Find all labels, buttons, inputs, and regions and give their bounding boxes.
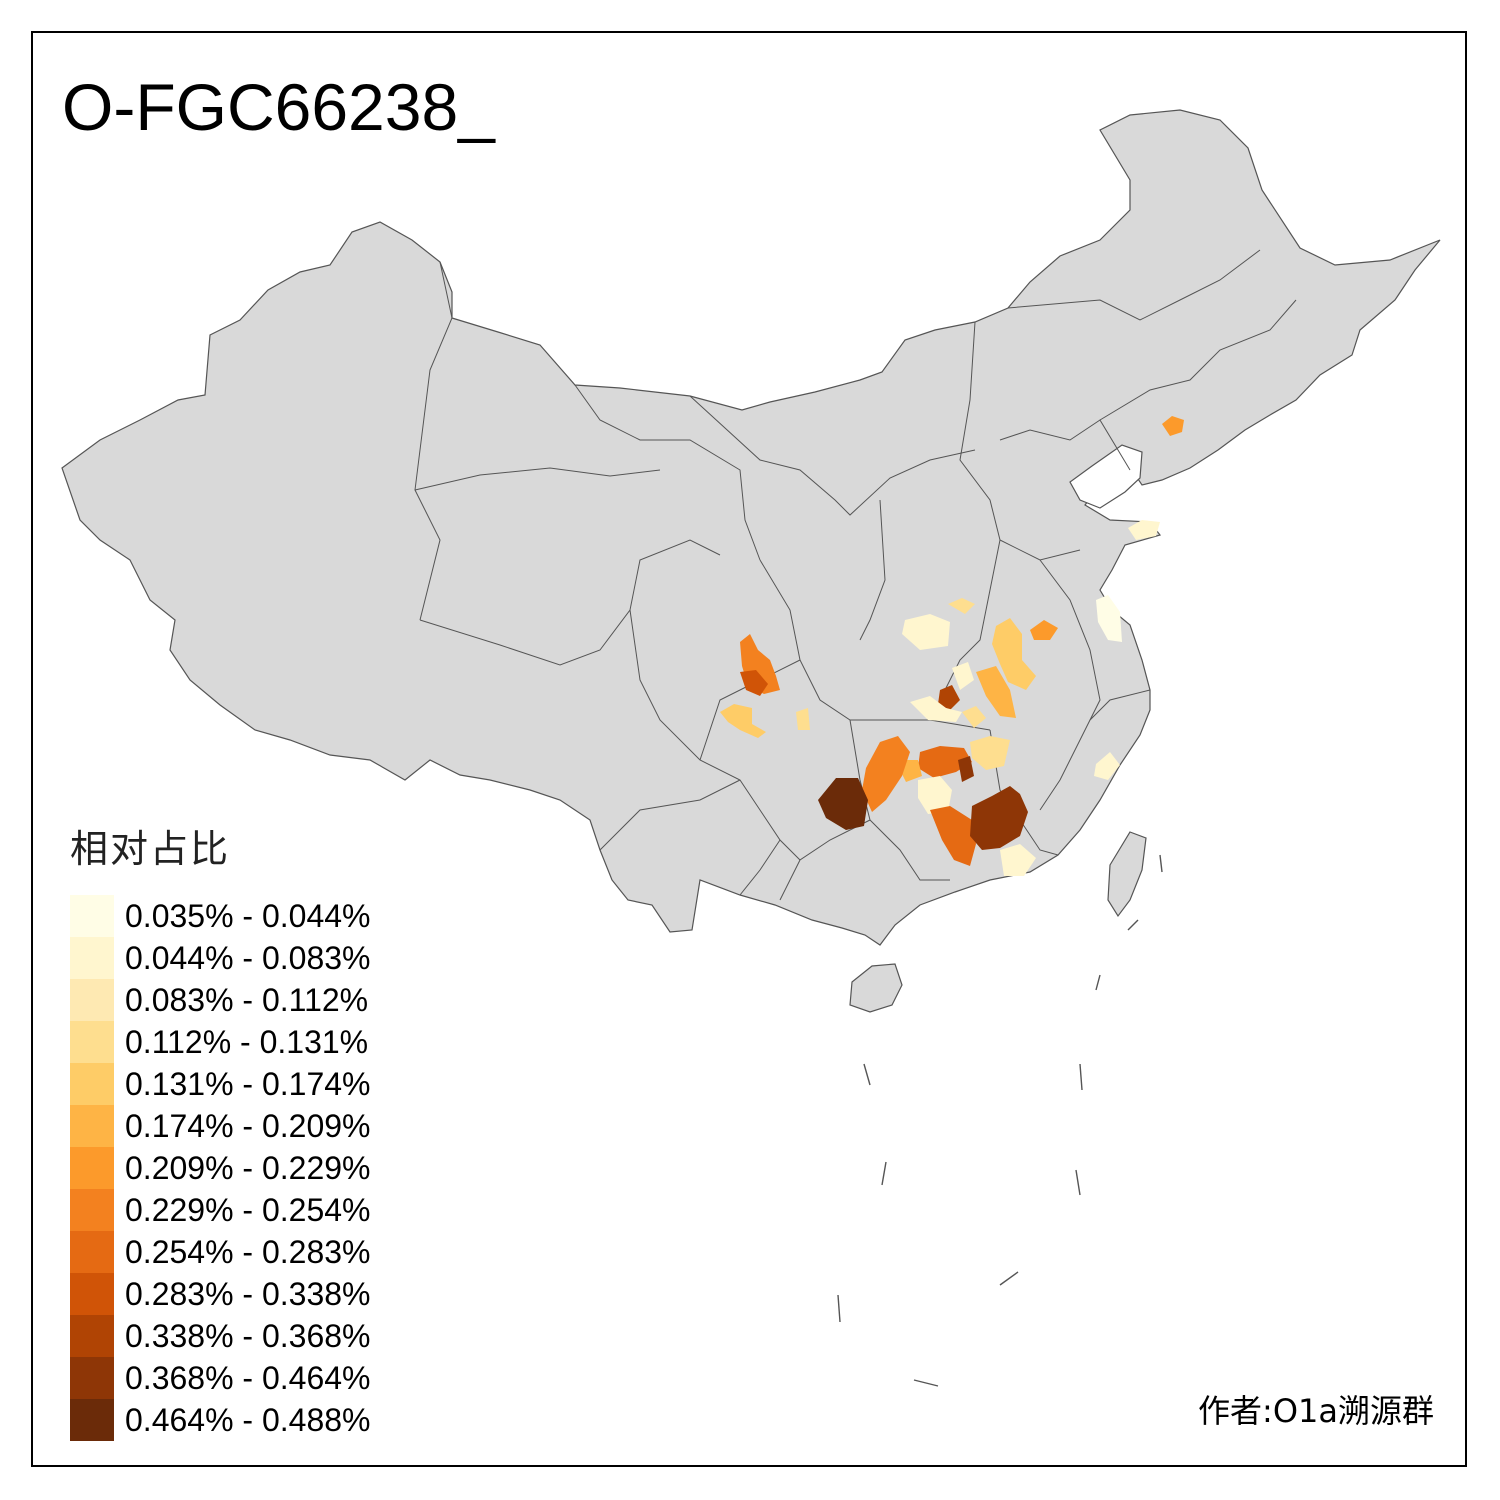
south-sea-islands <box>837 854 1163 1387</box>
legend-row: 0.229% - 0.254% <box>70 1189 371 1231</box>
legend-swatch <box>70 979 114 1021</box>
legend-row: 0.338% - 0.368% <box>70 1315 371 1357</box>
legend-label: 0.464% - 0.488% <box>125 1401 371 1438</box>
legend-row: 0.464% - 0.488% <box>70 1399 371 1441</box>
legend-swatch <box>70 937 114 979</box>
legend-label: 0.035% - 0.044% <box>125 897 371 934</box>
legend-row: 0.174% - 0.209% <box>70 1105 371 1147</box>
legend-label: 0.368% - 0.464% <box>125 1359 371 1396</box>
legend-label: 0.174% - 0.209% <box>125 1107 371 1144</box>
legend-swatch <box>70 1357 114 1399</box>
region-8 <box>976 666 1016 718</box>
region-10 <box>952 662 974 690</box>
region-18 <box>930 806 976 866</box>
region-26 <box>796 708 810 730</box>
legend-swatch <box>70 1231 114 1273</box>
region-11 <box>910 696 962 722</box>
legend-swatch <box>70 1105 114 1147</box>
map-frame <box>31 31 1467 1467</box>
region-5 <box>948 598 975 614</box>
author-credit: 作者:O1a溯源群 <box>1198 1392 1434 1430</box>
legend-row: 0.209% - 0.229% <box>70 1147 371 1189</box>
region-9 <box>938 685 960 710</box>
legend-swatch <box>70 1147 114 1189</box>
legend-label: 0.044% - 0.083% <box>125 939 371 976</box>
region-19 <box>970 786 1028 850</box>
legend-swatch <box>70 1315 114 1357</box>
region-0 <box>1162 416 1184 436</box>
region-3 <box>1094 752 1120 780</box>
region-12 <box>962 706 986 728</box>
legend-row: 0.035% - 0.044% <box>70 895 371 937</box>
legend-swatch <box>70 1189 114 1231</box>
taiwan-island <box>1107 831 1147 918</box>
legend-row: 0.044% - 0.083% <box>70 937 371 979</box>
map-title: O-FGC66238_ <box>62 70 495 144</box>
region-24 <box>740 670 768 696</box>
prefecture-highlights <box>720 416 1184 876</box>
legend-row: 0.083% - 0.112% <box>70 979 371 1021</box>
legend-swatch <box>70 1063 114 1105</box>
legend-rows: 0.035% - 0.044% 0.044% - 0.083% 0.083% -… <box>70 895 371 1441</box>
region-17 <box>918 776 952 814</box>
region-25 <box>720 704 766 738</box>
legend-title: 相对占比 <box>70 827 231 871</box>
legend-label: 0.131% - 0.174% <box>125 1065 371 1102</box>
legend-row: 0.283% - 0.338% <box>70 1273 371 1315</box>
legend-row: 0.368% - 0.464% <box>70 1357 371 1399</box>
legend-label: 0.112% - 0.131% <box>125 1023 369 1060</box>
region-20 <box>1000 844 1036 876</box>
region-15 <box>958 756 974 782</box>
region-21 <box>862 736 910 812</box>
legend-label: 0.229% - 0.254% <box>125 1191 371 1228</box>
legend-swatch <box>70 1273 114 1315</box>
region-2 <box>1096 595 1122 642</box>
region-14 <box>918 746 972 778</box>
region-1 <box>1128 520 1160 540</box>
legend-label: 0.209% - 0.229% <box>125 1149 371 1186</box>
hainan-island <box>849 963 903 1013</box>
legend-label: 0.283% - 0.338% <box>125 1275 371 1312</box>
region-6 <box>902 614 950 650</box>
legend-row: 0.112% - 0.131% <box>70 1021 371 1063</box>
legend: 相对占比 0.035% - 0.044% 0.044% - 0.083% 0.0… <box>70 818 371 1441</box>
region-22 <box>818 778 868 830</box>
legend-swatch <box>70 895 114 937</box>
legend-label: 0.254% - 0.283% <box>125 1233 371 1270</box>
legend-swatch <box>70 1399 114 1441</box>
legend-label: 0.338% - 0.368% <box>125 1317 371 1354</box>
legend-row: 0.254% - 0.283% <box>70 1231 371 1273</box>
legend-row: 0.131% - 0.174% <box>70 1063 371 1105</box>
region-4 <box>1030 620 1058 640</box>
legend-label: 0.083% - 0.112% <box>125 981 369 1018</box>
region-13 <box>970 736 1010 770</box>
province-borders <box>414 249 1297 901</box>
legend-swatch <box>70 1021 114 1063</box>
region-7 <box>992 618 1036 690</box>
